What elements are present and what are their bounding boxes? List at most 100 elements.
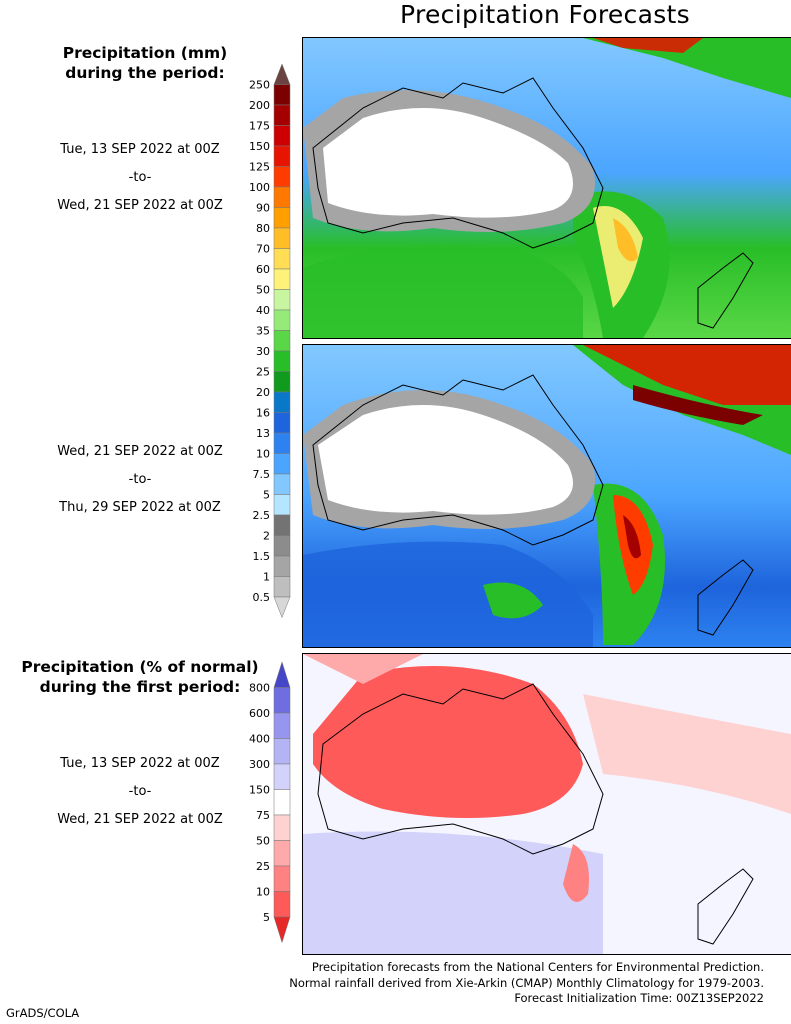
mm-scale-swatch xyxy=(273,514,291,536)
mm-scale-tick-label: 200 xyxy=(249,99,270,112)
pct-scale-swatch xyxy=(273,840,291,867)
mm-scale-tick-label: 25 xyxy=(256,366,270,379)
mm-scale-tick-label: 5 xyxy=(263,489,270,502)
precip-map-period1 xyxy=(302,37,791,339)
mm-scale-swatch xyxy=(273,248,291,270)
panel1-period-start: Tue, 13 SEP 2022 at 00Z xyxy=(60,142,220,157)
mm-scale-swatch xyxy=(273,371,291,393)
pct-scale-tick-label: 800 xyxy=(249,682,270,695)
mm-scale-tick-label: 80 xyxy=(256,222,270,235)
mm-scale-top-arrow xyxy=(273,64,291,85)
footer-line3: Forecast Initialization Time: 00Z13SEP20… xyxy=(514,991,764,1005)
mm-scale-swatch xyxy=(273,576,291,598)
percent-normal-map xyxy=(302,653,791,955)
mm-scale-tick-label: 2.5 xyxy=(253,509,271,522)
mm-scale-swatch xyxy=(273,330,291,352)
mm-scale-swatch xyxy=(273,555,291,577)
panel1-header-line2: during the period: xyxy=(65,64,225,82)
panel2-period: Wed, 21 SEP 2022 at 00Z -to- Thu, 29 SEP… xyxy=(10,438,270,522)
mm-scale-swatch xyxy=(273,309,291,331)
footer-line1: Precipitation forecasts from the Nationa… xyxy=(311,960,764,974)
panel1-period: Tue, 13 SEP 2022 at 00Z -to- Wed, 21 SEP… xyxy=(10,136,270,220)
mm-scale-swatch xyxy=(273,289,291,311)
panel3-period-end: Wed, 21 SEP 2022 at 00Z xyxy=(57,812,223,827)
mm-scale-bottom-arrow xyxy=(273,596,291,619)
mm-scale-tick-label: 125 xyxy=(249,161,270,174)
pct-scale-tick-label: 25 xyxy=(256,860,270,873)
panel1-header: Precipitation (mm) during the period: xyxy=(20,43,270,83)
panel1-period-sep: -to- xyxy=(128,170,152,185)
mm-scale-swatch xyxy=(273,535,291,557)
pct-scale-tick-label: 50 xyxy=(256,835,270,848)
mm-scale-swatch xyxy=(273,432,291,454)
mm-scale-swatch xyxy=(273,145,291,167)
pct-scale-swatch xyxy=(273,891,291,918)
mm-scale-tick-label: 35 xyxy=(256,325,270,338)
mm-scale-tick-label: 1.5 xyxy=(253,550,271,563)
mm-scale-tick-label: 70 xyxy=(256,243,270,256)
pct-scale-tick-label: 150 xyxy=(249,784,270,797)
pct-scale-tick-label: 75 xyxy=(256,809,270,822)
software-credit: GrADS/COLA xyxy=(6,1006,80,1020)
panel2-period-start: Wed, 21 SEP 2022 at 00Z xyxy=(57,444,223,459)
panel3-period: Tue, 13 SEP 2022 at 00Z -to- Wed, 21 SEP… xyxy=(10,750,270,834)
panel3-header: Precipitation (% of normal) during the f… xyxy=(10,657,270,697)
mm-scale-tick-label: 13 xyxy=(256,427,270,440)
footer-notes: Precipitation forecasts from the Nationa… xyxy=(289,960,764,1007)
mm-scale-swatch xyxy=(273,268,291,290)
pct-scale-bottom-arrow xyxy=(273,916,291,944)
mm-scale-tick-label: 150 xyxy=(249,140,270,153)
panel1-period-end: Wed, 21 SEP 2022 at 00Z xyxy=(57,198,223,213)
mm-scale-swatch xyxy=(273,494,291,516)
mm-scale-swatch xyxy=(273,473,291,495)
pct-scale-swatch xyxy=(273,865,291,892)
pct-scale-swatch xyxy=(273,789,291,816)
mm-scale-tick-label: 175 xyxy=(249,120,270,133)
mm-colorbar: 2502001751501251009080706050403530252016… xyxy=(249,64,291,619)
panel2-period-end: Thu, 29 SEP 2022 at 00Z xyxy=(59,500,221,515)
mm-scale-swatch xyxy=(273,166,291,188)
panel3-period-start: Tue, 13 SEP 2022 at 00Z xyxy=(60,756,220,771)
mm-scale-tick-label: 100 xyxy=(249,181,270,194)
mm-scale-tick-label: 1 xyxy=(263,571,270,584)
pct-colorbar: 800 600 400 300 150 75 50 25 10 5 xyxy=(249,662,291,944)
mm-scale-swatch xyxy=(273,104,291,126)
pct-scale-swatch xyxy=(273,712,291,739)
precip-map-period2 xyxy=(302,344,791,648)
pct-scale-tick-label: 5 xyxy=(263,911,270,924)
pct-scale-top-arrow xyxy=(273,662,291,688)
panel3-header-line2: during the first period: xyxy=(39,678,241,696)
pct-scale-tick-label: 300 xyxy=(249,758,270,771)
mm-scale-swatch xyxy=(273,227,291,249)
panel2-period-sep: -to- xyxy=(128,472,152,487)
mm-scale-tick-label: 60 xyxy=(256,263,270,276)
pct-scale-tick-label: 400 xyxy=(249,733,270,746)
mm-scale-tick-label: 16 xyxy=(256,407,270,420)
pct-scale-swatch xyxy=(273,687,291,714)
pct-scale-swatch xyxy=(273,763,291,790)
mm-scale-tick-label: 7.5 xyxy=(253,468,271,481)
panel1-header-line1: Precipitation (mm) xyxy=(62,44,228,62)
mm-scale-swatch xyxy=(273,350,291,372)
pct-scale-tick-label: 10 xyxy=(256,886,270,899)
mm-scale-swatch xyxy=(273,125,291,147)
mm-scale-tick-label: 20 xyxy=(256,386,270,399)
mm-scale-tick-label: 90 xyxy=(256,202,270,215)
pct-scale-swatch xyxy=(273,814,291,841)
mm-scale-tick-label: 2 xyxy=(263,530,270,543)
mm-scale-tick-label: 250 xyxy=(249,79,270,92)
panel3-period-sep: -to- xyxy=(128,784,152,799)
figure-title: Precipitation Forecasts xyxy=(400,0,690,29)
mm-scale-tick-label: 50 xyxy=(256,284,270,297)
mm-scale-tick-label: 40 xyxy=(256,304,270,317)
mm-scale-swatch xyxy=(273,207,291,229)
mm-scale-tick-label: 10 xyxy=(256,448,270,461)
mm-scale-swatch xyxy=(273,412,291,434)
panel3-header-line1: Precipitation (% of normal) xyxy=(21,658,259,676)
mm-scale-swatch xyxy=(273,453,291,475)
footer-line2: Normal rainfall derived from Xie-Arkin (… xyxy=(289,975,764,990)
mm-scale-swatch xyxy=(273,186,291,208)
pct-scale-tick-label: 600 xyxy=(249,707,270,720)
mm-scale-tick-label: 0.5 xyxy=(253,591,271,604)
pct-scale-swatch xyxy=(273,738,291,765)
